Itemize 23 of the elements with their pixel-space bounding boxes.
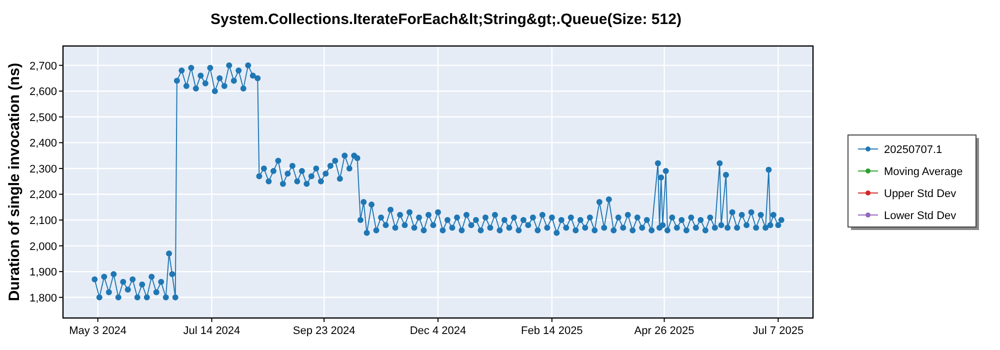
x-tick-label: Jul 7 2025 <box>752 325 804 337</box>
y-tick-label: 2,100 <box>29 215 57 228</box>
x-tick-label: Jul 14 2024 <box>183 325 240 337</box>
y-tick-label: 2,400 <box>29 138 57 150</box>
legend-label: 20250707.1 <box>884 144 942 156</box>
y-axis-title: Duration of single invocation (ns) <box>6 62 23 302</box>
x-tick-label: Dec 4 2024 <box>410 325 466 337</box>
chart-title: System.Collections.IterateForEach&lt;String&gt;.Queue(Size: 512) <box>210 11 682 28</box>
x-tick-label: Feb 14 2025 <box>521 325 583 337</box>
y-tick-label: 2,700 <box>29 60 57 72</box>
x-tick-label: Sep 23 2024 <box>292 325 356 337</box>
y-tick-label: 1,800 <box>29 292 57 304</box>
y-tick-label: 2,500 <box>29 112 57 124</box>
x-tick-label: May 3 2024 <box>69 325 127 337</box>
legend-label: Upper Std Dev <box>884 188 957 200</box>
y-tick-label: 2,300 <box>29 163 57 176</box>
legend-label: Moving Average <box>884 166 963 178</box>
y-tick-label: 2,000 <box>29 240 57 253</box>
y-tick-label: 1,900 <box>29 266 57 279</box>
y-tick-label: 2,200 <box>29 189 57 202</box>
y-tick-label: 2,600 <box>29 86 57 98</box>
legend-label: Lower Std Dev <box>884 210 957 222</box>
x-tick-label: Apr 26 2025 <box>634 325 694 337</box>
